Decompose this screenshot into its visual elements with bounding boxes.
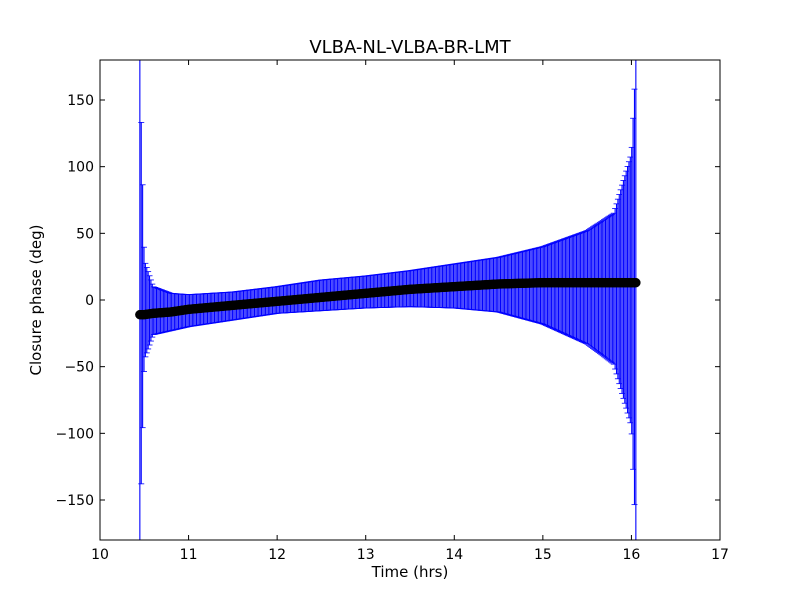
y-tick-label: 50 xyxy=(76,226,94,242)
y-tick-label: 0 xyxy=(85,293,94,309)
data-points xyxy=(135,277,641,320)
y-tick-label: −50 xyxy=(64,360,94,376)
y-tick-label: 100 xyxy=(67,160,94,176)
x-tick-label: 14 xyxy=(445,547,463,563)
plot-area xyxy=(100,60,720,540)
x-tick-label: 16 xyxy=(623,547,641,563)
x-tick-label: 17 xyxy=(711,547,729,563)
y-tick-label: −100 xyxy=(56,426,94,442)
data-layer xyxy=(135,60,641,540)
chart-title: VLBA-NL-VLBA-BR-LMT xyxy=(309,37,511,58)
data-point xyxy=(631,277,641,288)
x-tick-label: 13 xyxy=(357,547,375,563)
y-tick-label: 150 xyxy=(67,93,94,109)
x-tick-label: 10 xyxy=(91,547,109,563)
x-tick-label: 15 xyxy=(534,547,552,563)
y-tick-label: −150 xyxy=(56,493,94,509)
y-axis-label: Closure phase (deg) xyxy=(27,225,45,376)
x-tick-label: 12 xyxy=(268,547,286,563)
x-tick-label: 11 xyxy=(180,547,198,563)
x-axis-label: Time (hrs) xyxy=(371,563,449,581)
tick-layer: 10 11 12 13 14 15 16 17 −150 −100 −50 0 50 100 150 xyxy=(56,60,729,563)
